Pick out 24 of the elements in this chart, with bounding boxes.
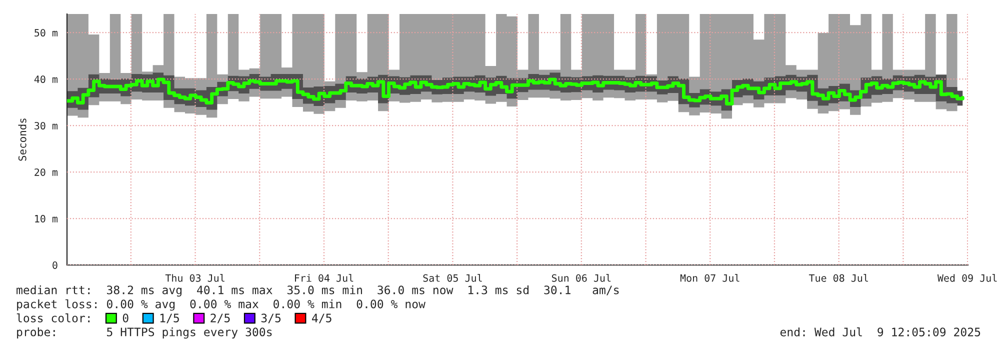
text: median rtt: 38.2 ms avg 40.1 ms max 35.0 ms min 36.0 ms now 1.3 ms sd 30.1 am/s <box>16 285 619 297</box>
legend-label: 1/5 <box>160 314 179 324</box>
y-tick-label: 10 m <box>35 214 58 222</box>
y-tick-label: 0 <box>52 261 58 269</box>
y-tick-label: 50 m <box>34 28 58 37</box>
x-tick-label: Fri 04 Jul <box>295 274 354 282</box>
legend-title: loss color: <box>16 313 90 322</box>
y-tick-label: 40 m <box>34 75 58 84</box>
text: packet loss: 0.00 % avg 0.00 % max 0.00 % min 0.00 % now <box>17 299 426 311</box>
x-tick-label: Mon 07 Jul <box>680 274 740 282</box>
legend-label: 2/5 <box>210 314 230 324</box>
legend-label: 3/5 <box>261 314 281 324</box>
x-tick-label: Sun 06 Jul <box>552 274 611 282</box>
legend-label: 0 <box>122 314 128 322</box>
y-tick-label: 20 m <box>34 168 58 176</box>
legend-label: 4/5 <box>312 314 332 324</box>
y-tick-label: 30 m <box>34 122 58 130</box>
x-tick-label: Tue 08 Jul <box>808 274 868 282</box>
y-axis-title: Seconds <box>18 118 26 161</box>
text: probe: 5 HTTPS pings every 300s <box>17 327 272 339</box>
x-tick-label: Wed 09 Jul <box>937 274 997 282</box>
text: end: Wed Jul 9 12:05:09 2025 <box>780 327 980 336</box>
x-tick-label: Sat 05 Jul <box>423 274 482 282</box>
x-tick-label: Thu 03 Jul <box>165 274 224 282</box>
